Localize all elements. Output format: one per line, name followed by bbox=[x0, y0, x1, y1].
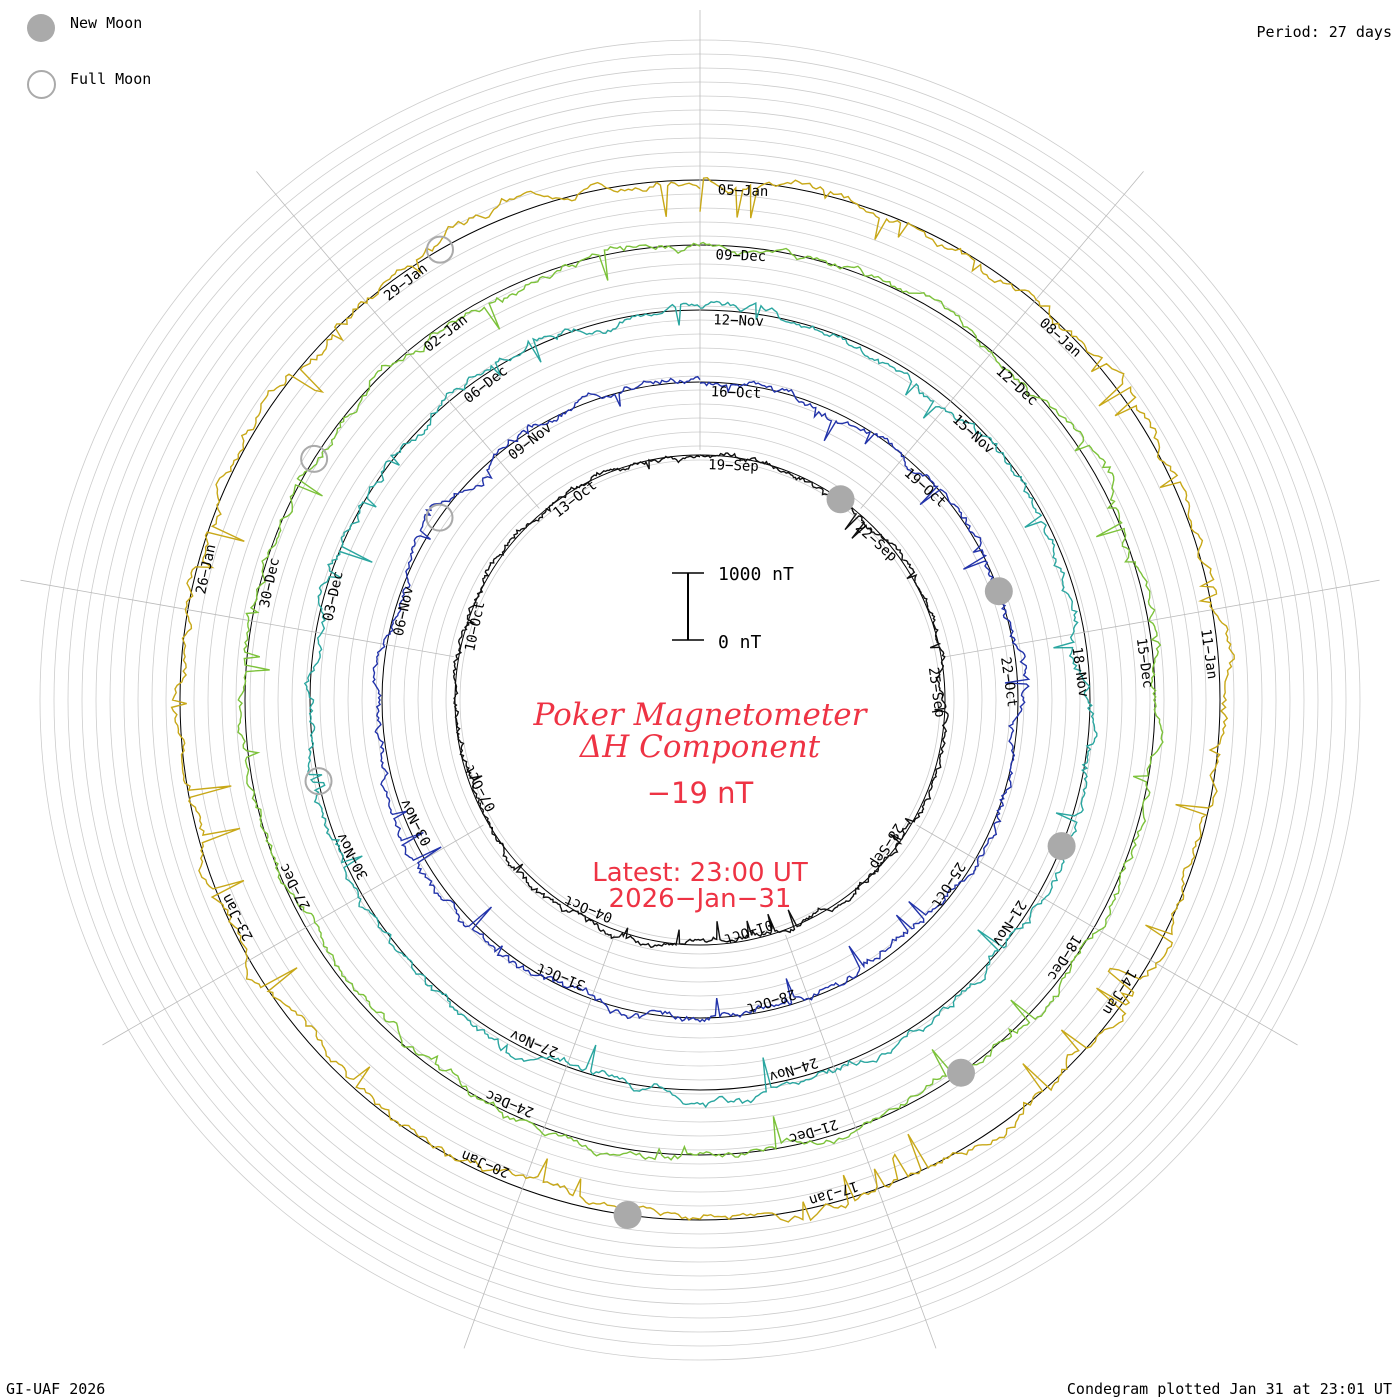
full-moon-icon bbox=[27, 70, 56, 99]
new-moon-icon bbox=[1047, 832, 1076, 861]
date-label: 24−Dec bbox=[483, 1086, 536, 1120]
radial-spoke bbox=[860, 171, 1144, 509]
full-moon-icon bbox=[425, 503, 454, 532]
date-label: 19−Sep bbox=[708, 457, 759, 475]
date-label: 12−Dec bbox=[992, 363, 1040, 409]
radial-spoke bbox=[785, 934, 937, 1349]
radial-spoke bbox=[946, 579, 1380, 657]
new-moon-icon bbox=[984, 577, 1013, 606]
full-moon-icon bbox=[426, 235, 454, 264]
date-label: 12−Nov bbox=[713, 312, 764, 330]
date-label: 11−Jan bbox=[1197, 628, 1220, 680]
radial-spoke bbox=[463, 934, 615, 1349]
chart-title: Poker Magnetometer bbox=[533, 697, 867, 733]
radial-spoke bbox=[256, 171, 540, 509]
date-label: 18−Dec bbox=[1044, 932, 1084, 983]
footer-credit: GI-UAF 2026 bbox=[6, 1380, 106, 1398]
date-label: 01−Oct bbox=[722, 916, 775, 947]
date-label: 10−Oct bbox=[462, 600, 488, 653]
date-label: 15−Nov bbox=[949, 412, 997, 458]
current-value: −19 nT bbox=[646, 776, 754, 810]
series-line bbox=[170, 176, 1235, 1223]
date-label: 09−Dec bbox=[715, 247, 766, 265]
footer-plotted: Condegram plotted Jan 31 at 23:01 UT bbox=[1066, 1380, 1392, 1398]
data-series bbox=[170, 176, 1235, 1223]
period-label: Period: 27 days bbox=[1256, 23, 1392, 41]
latest-date: 2026−Jan−31 bbox=[608, 884, 792, 914]
radial-spoke bbox=[20, 579, 454, 657]
date-label: 18−Nov bbox=[1068, 646, 1091, 698]
series-line bbox=[452, 452, 949, 949]
new-moon-icon bbox=[27, 14, 55, 42]
full-moon-icon bbox=[304, 767, 333, 796]
series-line bbox=[237, 241, 1164, 1161]
new-moon-icon bbox=[826, 485, 855, 514]
date-label: 15−Dec bbox=[1133, 637, 1156, 689]
date-label: 30−Dec bbox=[257, 556, 283, 609]
date-label: 31−Oct bbox=[535, 959, 588, 993]
scale-bar-top-label: 1000 nT bbox=[718, 564, 794, 585]
date-label: 17−Jan bbox=[807, 1177, 860, 1208]
series-line bbox=[372, 375, 1031, 1023]
moon-phase-markers bbox=[300, 235, 1076, 1229]
full-moon-icon bbox=[300, 444, 329, 473]
new-moon-label: New Moon bbox=[70, 14, 143, 32]
scale-bar: 1000 nT 0 nT bbox=[672, 564, 794, 653]
chart-subtitle: ΔH Component bbox=[579, 729, 821, 765]
series-line bbox=[303, 300, 1098, 1109]
radial-spokes bbox=[20, 10, 1380, 1349]
date-label: 27−Nov bbox=[508, 1026, 561, 1060]
radial-spoke bbox=[916, 824, 1298, 1046]
date-label: 25−Sep bbox=[925, 666, 948, 718]
scale-bar-bottom-label: 0 nT bbox=[718, 632, 762, 653]
new-moon-icon bbox=[613, 1200, 642, 1229]
date-label: 22−Sep bbox=[852, 519, 900, 565]
date-label: 03−Dec bbox=[320, 570, 346, 623]
date-label: 26−Jan bbox=[193, 543, 219, 596]
date-label: 19−Oct bbox=[901, 465, 949, 511]
new-moon-icon bbox=[946, 1058, 975, 1087]
polar-grid bbox=[39, 39, 1361, 1361]
date-label: 05−Jan bbox=[718, 182, 769, 200]
latest-time: Latest: 23:00 UT bbox=[592, 858, 808, 888]
full-moon-label: Full Moon bbox=[70, 70, 152, 88]
date-label: 06−Nov bbox=[391, 585, 417, 638]
date-label: 16−Oct bbox=[710, 384, 761, 402]
date-label: 22−Oct bbox=[997, 656, 1020, 708]
